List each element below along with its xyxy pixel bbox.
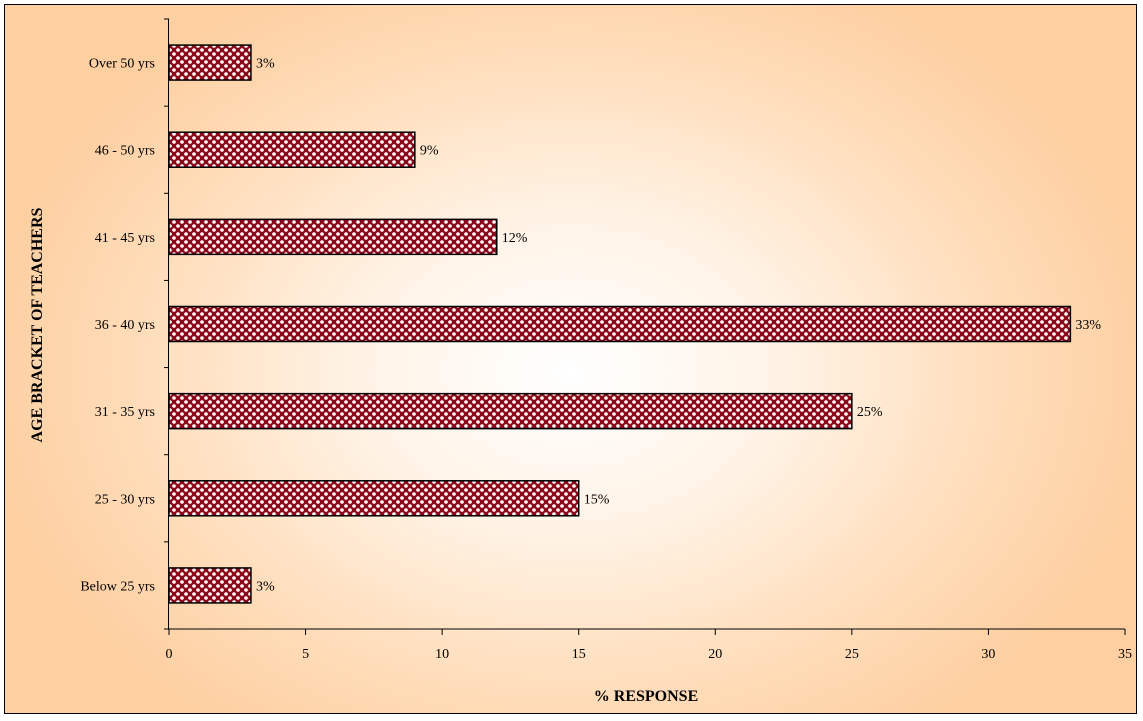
data-label: 33% (1075, 318, 1101, 333)
y-axis-title: AGE BRACKET OF TEACHERS (29, 207, 46, 442)
y-tick-label: 25 - 30 yrs (95, 492, 155, 507)
data-label: 12% (502, 231, 528, 246)
bar (168, 567, 252, 604)
data-label: 9% (420, 144, 439, 159)
data-label: 25% (857, 405, 883, 420)
bar (168, 44, 252, 81)
x-axis-title: % RESPONSE (594, 688, 698, 705)
labels: Below 25 yrs 3% 25 - 30 yrs 15% 31 - 35 yrs 2… (80, 57, 1101, 595)
y-tick-label: 31 - 35 yrs (95, 405, 155, 420)
bar (168, 131, 416, 168)
bar (168, 305, 1072, 343)
x-tick-label: 10 (435, 647, 449, 662)
data-label: 3% (256, 579, 275, 594)
bar (168, 218, 498, 256)
x-tick-label: 35 (1118, 647, 1132, 662)
bar (168, 392, 853, 430)
y-tick-label: 36 - 40 yrs (95, 318, 155, 333)
x-tick-label: 30 (981, 647, 995, 662)
bar (168, 480, 580, 517)
data-label: 3% (256, 57, 275, 72)
y-tick-label: 41 - 45 yrs (95, 231, 155, 246)
x-tick-label: 20 (708, 647, 722, 662)
y-tick-label: 46 - 50 yrs (95, 144, 155, 159)
x-tick-label: 5 (302, 647, 309, 662)
axes: 0 5 10 15 20 25 30 35 (164, 18, 1132, 662)
data-label: 15% (584, 492, 610, 507)
bars (168, 44, 1072, 604)
y-tick-label: Over 50 yrs (89, 57, 155, 72)
x-tick-label: 25 (845, 647, 859, 662)
y-tick-label: Below 25 yrs (80, 579, 155, 594)
x-tick-label: 15 (572, 647, 586, 662)
x-tick-label: 0 (166, 647, 173, 662)
